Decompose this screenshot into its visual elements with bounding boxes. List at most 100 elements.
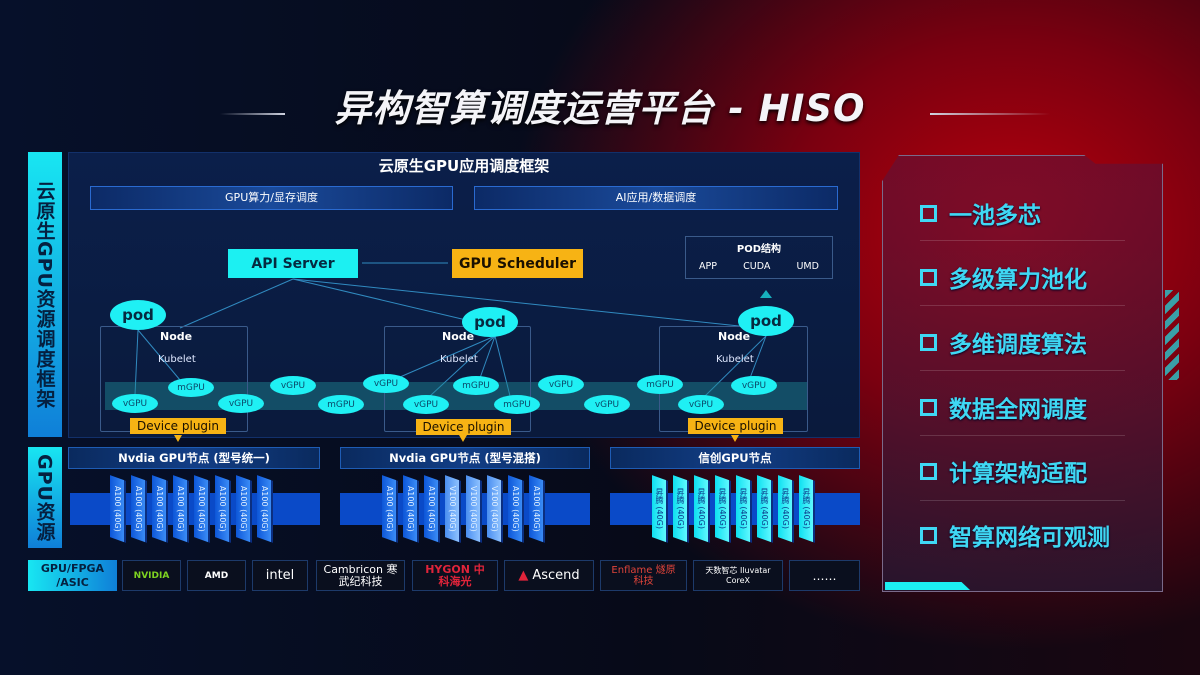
gpu-card: A100 (40G) — [152, 475, 168, 543]
gpu-node-header-2: Nvdia GPU节点 (型号混搭) — [340, 447, 590, 469]
gpu-scheduler-box: GPU Scheduler — [452, 249, 583, 278]
checkbox-square-icon — [920, 333, 937, 351]
kubelet-label-2: Kubelet — [440, 354, 478, 365]
kubelet-label-3: Kubelet — [716, 354, 754, 365]
gpu-ellipse: vGPU — [403, 395, 449, 414]
gpu-card: A100 (40G) — [382, 475, 398, 543]
gpu-card: A100 (40G) — [529, 475, 545, 543]
ascend-mark-icon: ▲ — [518, 568, 529, 583]
api-server-box: API Server — [228, 249, 358, 278]
gpu-card: 昇腾 (40G) — [799, 475, 815, 543]
divider — [920, 435, 1125, 436]
device-plugin-1: Device plugin — [130, 418, 226, 434]
gpu-card: V100 (40G) — [466, 475, 482, 543]
gpu-cards-3: 昇腾 (40G) 昇腾 (40G) 昇腾 (40G) 昇腾 (40G) 昇腾 (… — [652, 475, 815, 543]
title-decor-left — [220, 113, 285, 115]
gpu-node-header-1: Nvdia GPU节点 (型号统一) — [68, 447, 320, 469]
divider — [920, 370, 1125, 371]
panel-stripes-decor — [1165, 290, 1179, 380]
gpu-card: A100 (40G) — [110, 475, 126, 543]
kubelet-label-1: Kubelet — [158, 354, 196, 365]
node-label-1: Node — [160, 330, 193, 343]
label-resources: GPU资源 — [28, 447, 62, 548]
gpu-ellipse: vGPU — [112, 394, 158, 413]
node-label-2: Node — [442, 330, 475, 343]
pod-item-app: APP — [699, 261, 718, 272]
gpu-ellipse: vGPU — [218, 394, 264, 413]
gpu-node-header-3: 信创GPU节点 — [610, 447, 860, 469]
gpu-card: A100 (40G) — [131, 475, 147, 543]
feature-item-1: 一池多芯 — [920, 196, 1041, 230]
gpu-card: 昇腾 (40G) — [736, 475, 752, 543]
vendor-hygon-logo: HYGON 中科海光 — [412, 560, 498, 591]
gpu-card: 昇腾 (40G) — [673, 475, 689, 543]
gpu-cards-2: A100 (40G) A100 (40G) A100 (40G) V100 (4… — [382, 475, 545, 543]
divider — [920, 305, 1125, 306]
divider — [920, 500, 1125, 501]
feature-item-5: 计算架构适配 — [920, 454, 1087, 488]
pod-item-umd: UMD — [796, 261, 819, 272]
gpu-ellipse: mGPU — [168, 378, 214, 397]
bar-ai-scheduling: AI应用/数据调度 — [474, 186, 838, 210]
gpu-card: 昇腾 (40G) — [757, 475, 773, 543]
checkbox-square-icon — [920, 268, 937, 286]
vendor-enflame-logo: Enflame 燧原科技 — [600, 560, 687, 591]
gpu-card: A100 (40G) — [215, 475, 231, 543]
gpu-ellipse: vGPU — [363, 374, 409, 393]
vendor-row-label: GPU/FPGA /ASIC — [28, 560, 117, 591]
gpu-card: 昇腾 (40G) — [778, 475, 794, 543]
vendor-ascend-logo: ▲ Ascend — [504, 560, 594, 591]
gpu-card: A100 (40G) — [236, 475, 252, 543]
gpu-card: 昇腾 (40G) — [715, 475, 731, 543]
features-panel — [882, 155, 1163, 592]
gpu-ellipse: vGPU — [584, 395, 630, 414]
divider — [920, 240, 1125, 241]
gpu-cards-1: A100 (40G) A100 (40G) A100 (40G) A100 (4… — [110, 475, 273, 543]
checkbox-square-icon — [920, 204, 937, 222]
gpu-ellipse: vGPU — [731, 376, 777, 395]
device-plugin-2: Device plugin — [416, 419, 511, 435]
checkbox-square-icon — [920, 462, 937, 480]
gpu-card: V100 (40G) — [445, 475, 461, 543]
gpu-ellipse: mGPU — [453, 376, 499, 395]
gpu-card: A100 (40G) — [194, 475, 210, 543]
pod-structure-box: POD结构 APP CUDA UMD — [685, 236, 833, 279]
vendor-amd-logo: AMD — [187, 560, 246, 591]
gpu-ellipse: vGPU — [270, 376, 316, 395]
pod-item-cuda: CUDA — [743, 261, 771, 272]
gpu-card: A100 (40G) — [508, 475, 524, 543]
gpu-card: 昇腾 (40G) — [652, 475, 668, 543]
pod-2: pod — [462, 307, 518, 337]
feature-item-2: 多级算力池化 — [920, 260, 1087, 294]
feature-item-6: 智算网络可观测 — [920, 518, 1110, 552]
pod-structure-title: POD结构 — [736, 244, 782, 255]
label-framework: 云原生GPU资源调度框架 — [28, 152, 62, 437]
pod-1: pod — [110, 300, 166, 330]
gpu-ellipse: vGPU — [538, 375, 584, 394]
vendor-intel-logo: intel — [252, 560, 308, 591]
gpu-card: A100 (40G) — [173, 475, 189, 543]
panel-corner-decor — [885, 582, 970, 590]
framework-header: 云原生GPU应用调度框架 — [378, 157, 550, 175]
vendor-cambricon-logo: Cambricon 寒武纪科技 — [316, 560, 405, 591]
gpu-card: A100 (40G) — [257, 475, 273, 543]
gpu-card: 昇腾 (40G) — [694, 475, 710, 543]
gpu-card: A100 (40G) — [403, 475, 419, 543]
page-title: 异构智算调度运营平台 - HISO — [334, 87, 866, 130]
checkbox-square-icon — [920, 526, 937, 544]
gpu-card: V100 (40G) — [487, 475, 503, 543]
feature-item-3: 多维调度算法 — [920, 325, 1087, 359]
gpu-platform-2 — [340, 493, 590, 525]
gpu-ellipse: mGPU — [637, 375, 683, 394]
vendor-iluvatar-logo: 天数智芯 Iluvatar CoreX — [693, 560, 783, 591]
gpu-ellipse: mGPU — [494, 395, 540, 414]
bar-gpu-scheduling: GPU算力/显存调度 — [90, 186, 453, 210]
device-plugin-3: Device plugin — [688, 418, 783, 434]
pod-3: pod — [738, 306, 794, 336]
node-label-3: Node — [718, 330, 751, 343]
vendor-nvidia-logo: NVIDIA — [122, 560, 181, 591]
vendor-more: …… — [789, 560, 860, 591]
gpu-card: A100 (40G) — [424, 475, 440, 543]
feature-item-4: 数据全网调度 — [920, 390, 1087, 424]
gpu-platform-3 — [610, 493, 860, 525]
